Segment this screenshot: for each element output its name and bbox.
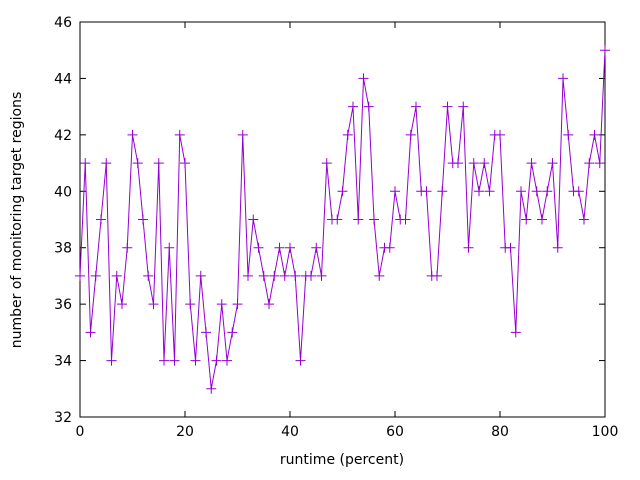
y-tick-label: 32 xyxy=(54,410,72,426)
data-point-markers xyxy=(75,45,610,394)
y-tick-label: 44 xyxy=(54,71,72,87)
y-tick-label: 40 xyxy=(54,184,72,200)
y-tick-label: 46 xyxy=(54,15,72,31)
x-tick-label: 100 xyxy=(592,424,619,440)
y-axis-label: number of monitoring target regions xyxy=(9,91,25,349)
y-tick-label: 38 xyxy=(54,241,72,257)
x-tick-label: 0 xyxy=(76,424,85,440)
x-tick-label: 40 xyxy=(281,424,299,440)
x-tick-label: 80 xyxy=(491,424,509,440)
y-tick-label: 36 xyxy=(54,297,72,313)
y-tick-label: 34 xyxy=(54,354,72,370)
x-tick-label: 20 xyxy=(176,424,194,440)
x-tick-label: 60 xyxy=(386,424,404,440)
x-axis-label: runtime (percent) xyxy=(279,452,405,468)
y-tick-label: 42 xyxy=(54,128,72,144)
plot-border xyxy=(79,21,606,418)
